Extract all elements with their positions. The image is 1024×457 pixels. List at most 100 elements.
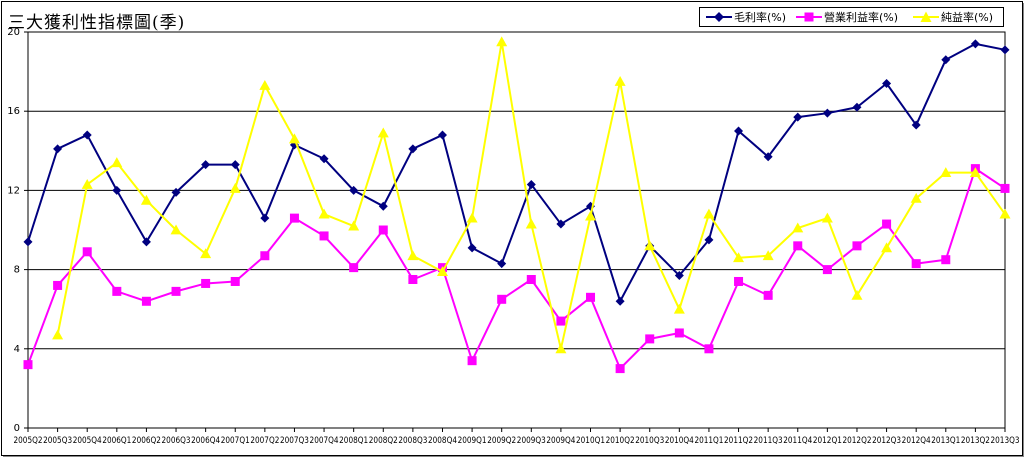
series-1-point <box>556 219 566 229</box>
series-3-point <box>792 222 804 233</box>
y-tick-label: 4 <box>14 344 20 355</box>
series-1-point <box>378 201 388 211</box>
series-2-point <box>408 275 418 284</box>
series-2-point <box>793 241 803 251</box>
series-3-point <box>703 208 715 219</box>
series-3-point <box>644 240 656 251</box>
x-tick-label: 2013Q1 <box>931 436 960 446</box>
series-3-point <box>999 208 1011 219</box>
series-1-point <box>349 185 359 195</box>
series-1-point <box>230 160 240 170</box>
series-2-point <box>674 328 684 338</box>
x-tick-label: 2012Q2 <box>842 436 871 446</box>
series-1-point <box>141 237 151 247</box>
legend-item-2: 營業利益率(%) <box>796 8 898 26</box>
legend-label: 營業利益率(%) <box>824 11 899 24</box>
x-tick-label: 2005Q3 <box>43 436 72 446</box>
series-2-point <box>852 241 862 251</box>
legend-label: 純益率(%) <box>941 11 994 24</box>
series-1-point <box>734 126 744 136</box>
series-3-point <box>555 343 567 354</box>
x-tick-label: 2005Q2 <box>14 436 43 446</box>
series-3-point <box>229 182 241 193</box>
series-2-point <box>349 263 359 273</box>
series-3-point <box>821 212 833 223</box>
series-2-point <box>941 255 951 265</box>
legend: 毛利率(%) 營業利益率(%) 純益率(%) <box>699 7 1004 27</box>
series-3-point <box>200 248 212 259</box>
series-1-point <box>497 259 507 269</box>
series-3-point <box>259 79 271 90</box>
x-tick-label: 2009Q1 <box>458 436 487 446</box>
legend-swatch <box>913 8 939 26</box>
series-2-point <box>497 294 507 304</box>
series-3-point <box>288 133 300 144</box>
series-2-point <box>615 364 625 374</box>
series-2-point <box>734 276 744 286</box>
legend-swatch <box>796 8 822 26</box>
x-tick-label: 2009Q2 <box>487 436 516 446</box>
x-tick-label: 2005Q4 <box>73 436 102 446</box>
x-tick-label: 2008Q3 <box>398 436 427 446</box>
x-tick-label: 2011Q4 <box>783 436 812 446</box>
series-1-point <box>112 185 122 195</box>
series-3-point <box>318 208 330 219</box>
x-tick-label: 2011Q2 <box>724 436 753 446</box>
series-3-point <box>52 329 64 340</box>
x-tick-label: 2007Q4 <box>310 436 339 446</box>
x-tick-label: 2010Q4 <box>665 436 694 446</box>
series-1-point <box>467 243 477 253</box>
x-tick-label: 2008Q1 <box>339 436 368 446</box>
series-2-point <box>882 219 892 229</box>
series-2-point <box>526 275 536 284</box>
series-3-point <box>851 289 863 300</box>
series-2-point <box>319 231 329 241</box>
x-tick-label: 2013Q2 <box>961 436 990 446</box>
series-2-point <box>289 213 299 223</box>
series-1-point <box>615 296 625 306</box>
series-2-point <box>911 259 921 269</box>
y-tick-label: 20 <box>7 27 20 38</box>
series-1-point <box>319 154 329 164</box>
series-3-point <box>673 303 685 314</box>
series-3-point <box>496 36 508 47</box>
x-tick-label: 2008Q2 <box>369 436 398 446</box>
series-2-point <box>53 280 63 290</box>
series-2-point <box>704 344 714 354</box>
series-1-point <box>82 130 92 140</box>
y-tick-label: 0 <box>14 423 20 434</box>
x-tick-label: 2007Q3 <box>280 436 309 446</box>
x-tick-label: 2012Q4 <box>902 436 931 446</box>
series-1-point <box>23 237 33 247</box>
legend-item-3: 純益率(%) <box>913 8 993 26</box>
series-3-point <box>348 220 360 231</box>
series-3-point <box>525 218 537 229</box>
series-1-point <box>763 152 773 162</box>
y-tick-label: 16 <box>7 106 20 117</box>
series-2-point <box>201 278 211 288</box>
series-1-point <box>1000 45 1010 55</box>
series-2-point <box>763 290 773 300</box>
series-2-point <box>82 247 92 257</box>
x-tick-label: 2008Q4 <box>428 436 457 446</box>
series-3-point <box>81 178 93 189</box>
plot-area <box>27 31 1006 429</box>
series-1-point <box>704 235 714 245</box>
series-3-point <box>881 242 893 253</box>
x-tick-label: 2006Q2 <box>132 436 161 446</box>
series-1-point <box>526 179 536 189</box>
series-3-point <box>614 76 626 86</box>
series-1-point <box>970 39 980 49</box>
legend-swatch <box>706 8 732 26</box>
x-tick-label: 2006Q1 <box>102 436 131 446</box>
series-3-point <box>170 224 182 235</box>
series-1-point <box>793 112 803 122</box>
series-1-point <box>408 144 418 154</box>
series-3-point <box>940 167 952 177</box>
series-3-point <box>910 192 922 203</box>
series-3-point <box>466 212 478 223</box>
series-3-point <box>762 250 774 261</box>
series-1-point <box>822 108 832 118</box>
series-2-point <box>141 296 151 306</box>
